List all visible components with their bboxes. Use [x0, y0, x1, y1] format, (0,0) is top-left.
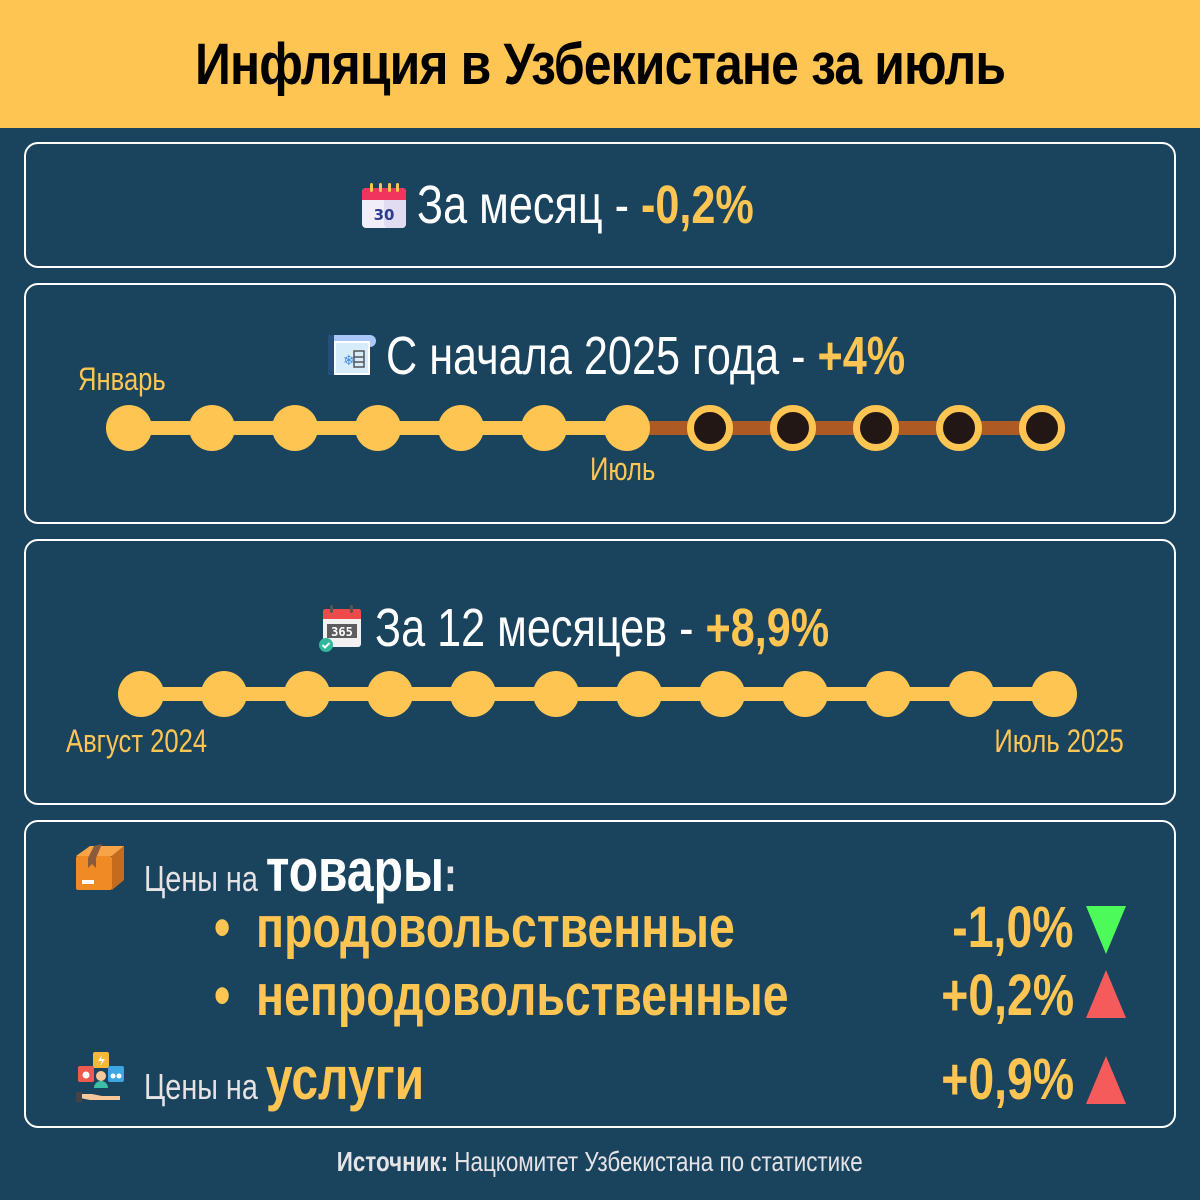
goods-item-label: непродовольственные: [256, 963, 789, 1028]
box-icon: [74, 844, 126, 892]
source-text: Нацкомитет Узбекистана по статистике: [448, 1146, 863, 1177]
trend-up-icon: [1086, 970, 1126, 1018]
month-dot-sep-2024: [201, 671, 247, 717]
yoy-value: +8,9%: [705, 598, 830, 658]
month-dot-aug-2024: [118, 671, 164, 717]
trend-down-icon: [1086, 906, 1126, 954]
month-dot-jul: [604, 405, 650, 451]
goods-item-nonfood: • непродовольственные: [214, 962, 932, 1029]
yoy-track: [141, 687, 1053, 701]
month-dot-apr: [355, 405, 401, 451]
month-dot-dec: [1019, 405, 1065, 451]
goods-item-nonfood-value: +0,2%: [941, 963, 1074, 1028]
header-banner: Инфляция в Узбекистане за июль: [0, 0, 1200, 128]
trend-up-icon: [1086, 1056, 1126, 1104]
bullet: •: [214, 963, 231, 1028]
month-dot-sep: [770, 405, 816, 451]
ytd-value: +4%: [817, 326, 905, 386]
goods-item-food-value: -1,0%: [952, 895, 1074, 960]
monthly-inflation-card: 30 За месяц - -0,2%: [24, 142, 1176, 268]
yoy-end-label: Июль 2025: [994, 723, 1124, 759]
month-dot-jun-2025: [948, 671, 994, 717]
month-dot-aug: [687, 405, 733, 451]
yoy-label: За 12 месяцев -: [375, 598, 706, 658]
yoy-start-label: Август 2024: [66, 723, 208, 759]
goods-item-label: продовольственные: [256, 895, 735, 960]
ytd-label: С начала 2025 года -: [385, 326, 818, 386]
month-dot-feb-2025: [616, 671, 662, 717]
svg-text:30: 30: [374, 206, 395, 224]
month-dot-may: [438, 405, 484, 451]
month-dot-jun: [521, 405, 567, 451]
source-label: Источник:: [337, 1146, 449, 1177]
goods-title: товары: [265, 837, 444, 904]
ytd-current-label: Июль: [590, 451, 656, 487]
services-prefix: Цены на: [144, 1066, 266, 1107]
monthly-label: За месяц -: [417, 175, 642, 235]
month-dot-oct-2024: [284, 671, 330, 717]
month-dot-nov: [936, 405, 982, 451]
source-note: Источник: Нацкомитет Узбекистана по стат…: [0, 1146, 1200, 1178]
prices-breakdown-card: Цены на товары: • продовольственные -1,0…: [24, 820, 1176, 1128]
services-value: +0,9%: [941, 1047, 1074, 1112]
services-title: услуги: [265, 1045, 425, 1112]
ytd-inflation-card: ❄ С начала 2025 года - +4% Январь Июль: [24, 283, 1176, 524]
month-dot-jan-2025: [533, 671, 579, 717]
page-title: Инфляция в Узбекистане за июль: [194, 31, 1006, 97]
goods-prefix: Цены на: [144, 858, 266, 899]
goods-item-food: • продовольственные: [214, 894, 865, 961]
month-dot-jul-2025: [1031, 671, 1077, 717]
calendar-365-icon: 365: [317, 604, 365, 652]
ytd-start-label: Январь: [78, 361, 166, 397]
month-dot-jan: [106, 405, 152, 451]
svg-text:365: 365: [331, 625, 353, 639]
month-dot-feb: [189, 405, 235, 451]
svg-text:❄: ❄: [343, 353, 355, 369]
bullet: •: [214, 895, 231, 960]
month-dot-oct: [853, 405, 899, 451]
month-dot-mar-2025: [699, 671, 745, 717]
yoy-inflation-card: 365 За 12 месяцев - +8,9% Август 2024 Ию…: [24, 539, 1176, 805]
month-dot-mar: [272, 405, 318, 451]
month-dot-apr-2025: [782, 671, 828, 717]
utilities-services-icon: [76, 1052, 126, 1104]
month-dot-dec-2024: [450, 671, 496, 717]
calendar-30-icon: 30: [361, 180, 407, 228]
month-dot-may-2025: [865, 671, 911, 717]
month-dot-nov-2024: [367, 671, 413, 717]
monthly-value: -0,2%: [641, 175, 755, 235]
winter-calendar-icon: ❄: [326, 329, 376, 379]
